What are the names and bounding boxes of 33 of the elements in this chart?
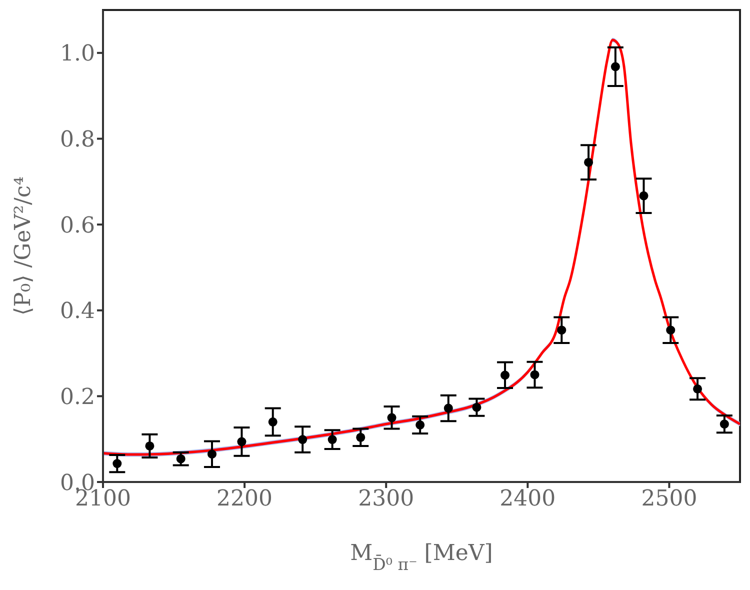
point [145, 441, 154, 450]
point [500, 370, 510, 380]
y-tick-label: 1.0 [60, 42, 95, 67]
y-tick-label: 0.4 [60, 299, 95, 324]
point [268, 417, 278, 426]
point [472, 402, 482, 412]
point [584, 158, 594, 167]
x-tick-label: 2200 [216, 486, 273, 512]
point [112, 459, 122, 468]
point [720, 420, 729, 429]
y-tick-label: 0.6 [60, 213, 95, 238]
point [387, 413, 396, 422]
point [207, 450, 217, 459]
point [298, 435, 308, 444]
point [693, 384, 702, 394]
point [328, 435, 337, 444]
x-tick-label: 2400 [500, 486, 556, 512]
y-axis-title: ⟨P₀⟩ /GeV²/c⁴ [11, 176, 36, 316]
point [530, 370, 540, 380]
point [639, 191, 648, 200]
point [557, 326, 566, 335]
y-tick-label: 0.2 [60, 384, 95, 410]
point [610, 62, 620, 72]
x-axis-title: M$_{D̄⁰ π⁻}$ [MeV] [350, 541, 493, 574]
point [444, 404, 453, 413]
y-tick-label: 0.8 [60, 128, 95, 153]
x-tick-label: 2500 [641, 486, 698, 512]
point [666, 326, 676, 335]
x-tick-label: 2300 [358, 486, 414, 512]
point [176, 454, 186, 464]
point [237, 437, 246, 446]
point [416, 420, 425, 430]
point [356, 432, 366, 442]
